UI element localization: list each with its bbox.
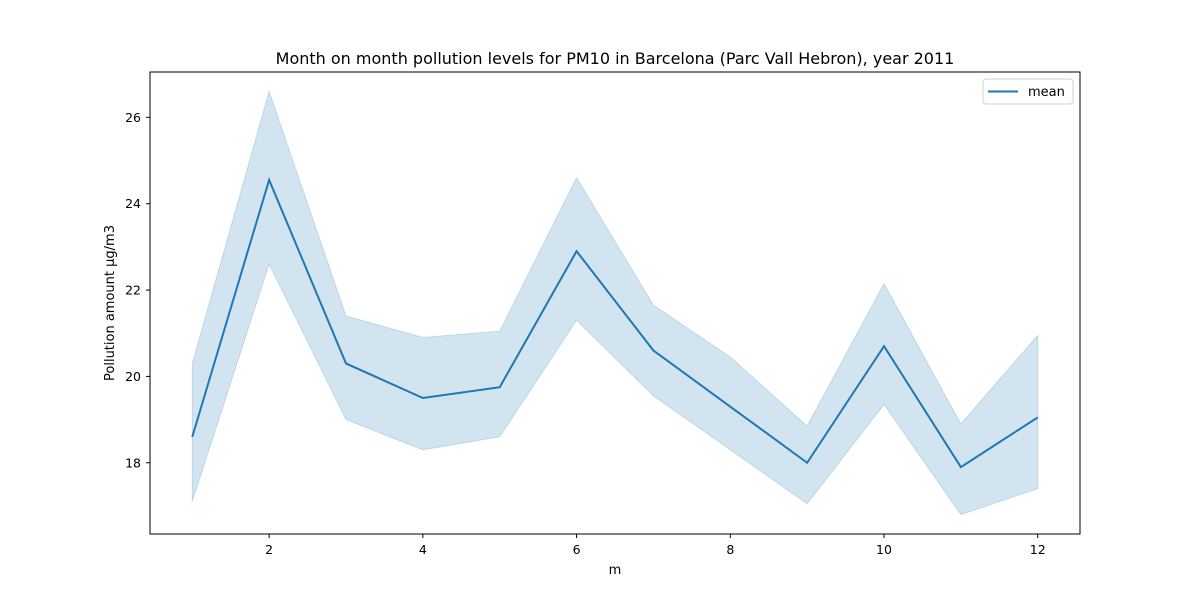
legend-label: mean	[1028, 85, 1065, 100]
y-tick-label: 26	[125, 110, 141, 125]
y-tick-label: 24	[125, 196, 141, 211]
x-tick-label: 8	[726, 542, 734, 557]
y-tick-label: 22	[125, 283, 141, 298]
y-axis-label: Pollution amount μg/m3	[103, 225, 118, 381]
series-line-mean	[191, 176, 1039, 469]
confidence-band	[191, 89, 1039, 516]
x-tick-label: 10	[876, 542, 892, 557]
legend	[982, 78, 1074, 105]
y-tick-label: 20	[125, 369, 141, 384]
x-axis-label: m	[609, 563, 622, 578]
x-tick-label: 4	[419, 542, 427, 557]
x-tick-label: 6	[573, 542, 581, 557]
x-tick-label: 2	[265, 542, 273, 557]
chart-title: Month on month pollution levels for PM10…	[276, 49, 955, 68]
plot-frame	[149, 71, 1081, 535]
x-tick-label: 12	[1030, 542, 1046, 557]
y-tick-label: 18	[125, 455, 141, 470]
